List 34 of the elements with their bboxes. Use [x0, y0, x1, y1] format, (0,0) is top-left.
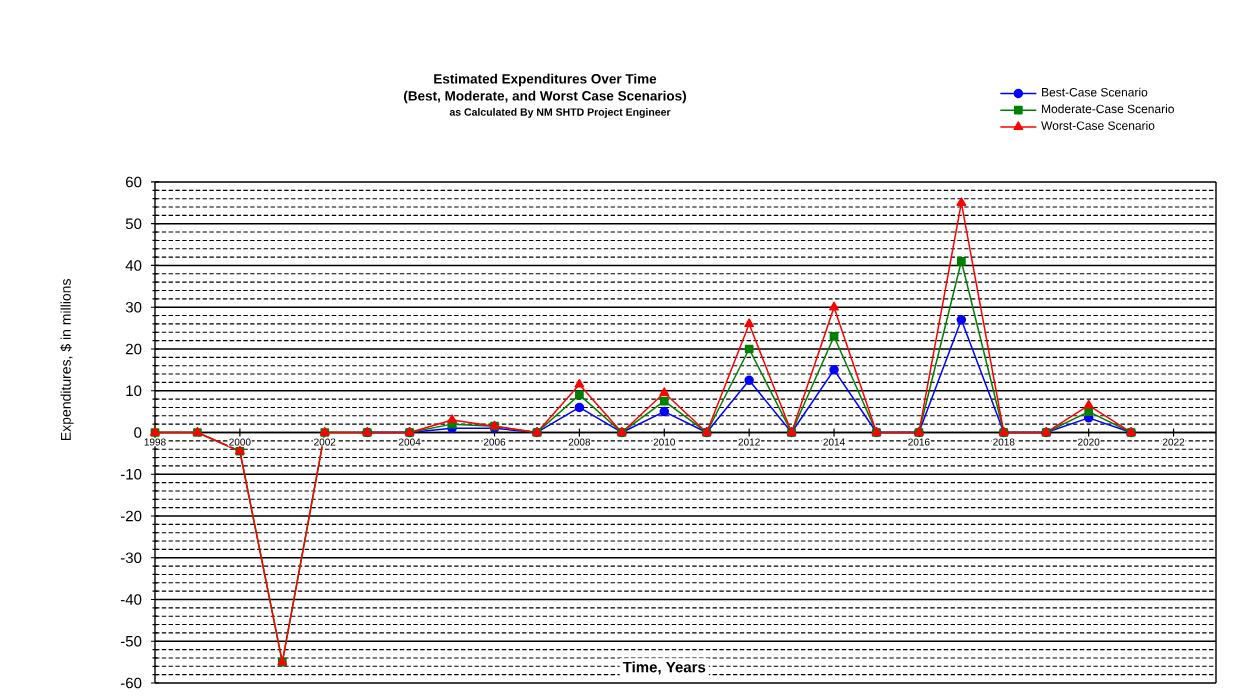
- x-axis-title: Time, Years: [622, 661, 706, 675]
- y-tick-label: 10: [126, 385, 142, 397]
- y-tick-label: -10: [120, 468, 142, 480]
- y-tick-label: 20: [126, 343, 142, 355]
- y-tick-label: 40: [125, 260, 142, 271]
- x-tick-label: 2004: [399, 438, 421, 446]
- y-axis-title: Expenditures, $ in millions: [60, 279, 74, 440]
- legend-label: Moderate-Case Scenario: [1042, 104, 1174, 114]
- y-tick-label: 50: [125, 218, 142, 230]
- y-tick-label: 60: [126, 176, 142, 188]
- y-tick-label: 30: [125, 301, 142, 313]
- x-tick-label: 2012: [738, 438, 760, 446]
- chart-title: Estimated Expenditures Over Time: [434, 73, 657, 87]
- x-tick-label: 2022: [1162, 438, 1185, 446]
- x-tick-label: 2018: [993, 438, 1015, 446]
- y-tick-label: -30: [120, 552, 142, 564]
- text: as Calculated By NM SHTD Project Engineer: [449, 108, 671, 118]
- x-tick-label: 2010: [653, 438, 676, 446]
- x-tick-label: 2016: [908, 438, 930, 446]
- x-tick-label: 2006: [483, 438, 506, 446]
- x-tick-label: 2002: [314, 438, 336, 446]
- x-tick-label: 2014: [823, 438, 845, 446]
- x-tick-label: 1998: [144, 438, 166, 446]
- y-tick-label: 0: [134, 427, 142, 438]
- x-tick-label: 2020: [1078, 438, 1100, 446]
- legend-label: Worst-Case Scenario: [1041, 121, 1155, 130]
- y-tick-label: -60: [120, 677, 142, 689]
- chart-subtitle: (Best, Moderate, and Worst Case Scenarios): [404, 90, 686, 104]
- y-tick-label: -20: [120, 510, 142, 522]
- legend-label: Best-Case Scenario: [1042, 87, 1148, 97]
- y-tick-label: -40: [120, 594, 142, 605]
- x-tick-label: 2008: [568, 438, 591, 446]
- x-tick-label: 2000: [229, 438, 251, 446]
- y-tick-label: -50: [120, 635, 142, 647]
